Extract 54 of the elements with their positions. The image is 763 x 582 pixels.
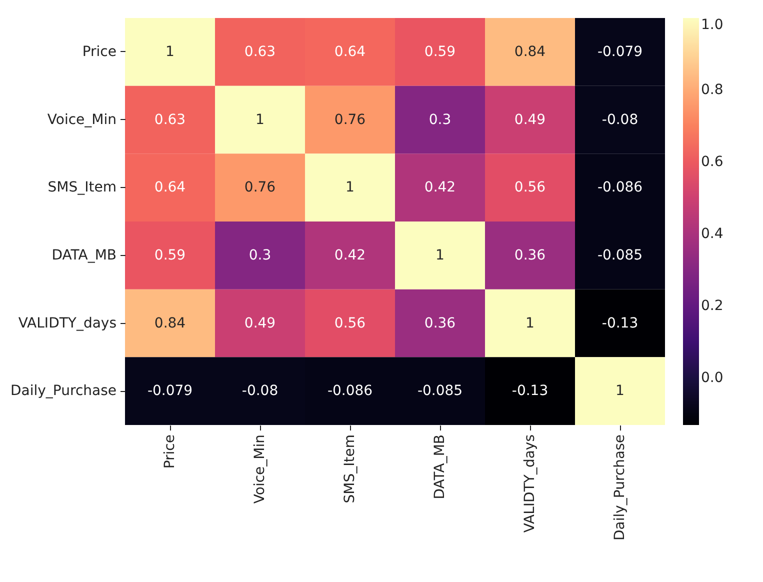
x-tick-label: Price (162, 434, 178, 469)
x-tick-label: Voice_Min (252, 434, 268, 504)
data-label: -0.13 (512, 383, 548, 400)
color-bar-label: 0.0 (701, 370, 724, 386)
data-label: 1 (346, 180, 354, 196)
data-label: 0.84 (154, 315, 186, 332)
data-label: 0.42 (424, 180, 456, 196)
data-label: 0.64 (334, 44, 366, 60)
data-label: -0.079 (597, 44, 643, 60)
data-label: 0.49 (514, 112, 546, 128)
color-bar-label: 0.4 (701, 226, 724, 242)
color-bar-label: 0.8 (701, 82, 724, 98)
data-label: 0.64 (154, 180, 186, 196)
color-bar-label: 1.0 (701, 17, 724, 33)
data-label: 0.56 (514, 180, 546, 196)
y-tick-label: Price (82, 44, 116, 60)
data-label: -0.079 (147, 383, 193, 400)
data-label: 0.56 (334, 315, 366, 332)
data-label: -0.13 (602, 315, 638, 332)
data-label: 1 (616, 383, 624, 400)
data-label: -0.085 (597, 247, 643, 264)
y-tick-label: SMS_Item (48, 180, 116, 196)
data-label: -0.08 (602, 112, 638, 128)
y-tick-label: Daily_Purchase (10, 383, 116, 400)
data-label: 0.42 (334, 247, 366, 264)
data-label: 0.84 (514, 44, 546, 60)
data-label: -0.086 (597, 180, 643, 196)
y-tick-label: VALIDTY_days (18, 315, 116, 332)
data-label: 0.59 (424, 44, 456, 60)
data-label: -0.085 (417, 383, 463, 400)
y-tick-label: DATA_MB (52, 247, 116, 264)
data-label: 1 (166, 44, 174, 60)
data-label: 0.3 (248, 247, 272, 264)
data-label: -0.086 (327, 383, 373, 400)
y-tick-label: Voice_Min (47, 112, 116, 128)
data-label: 0.3 (428, 112, 452, 128)
x-tick-label: SMS_Item (342, 434, 358, 504)
x-tick-label: VALIDTY_days (522, 434, 538, 533)
color-bar-label: 0.2 (701, 298, 724, 314)
data-label: 1 (436, 247, 444, 264)
data-label: 0.36 (424, 315, 456, 332)
color-bar-label: 0.6 (701, 154, 724, 170)
data-label: 0.36 (514, 247, 546, 264)
data-label: 0.76 (244, 180, 276, 196)
data-label: 1 (256, 112, 264, 128)
data-label: 0.63 (244, 44, 276, 60)
data-label: 0.63 (154, 112, 186, 128)
data-label: -0.08 (242, 383, 278, 400)
x-tick-label: DATA_MB (432, 434, 448, 500)
data-label: 0.59 (154, 247, 186, 264)
data-label: 0.76 (334, 112, 366, 128)
data-label: 0.49 (244, 315, 276, 332)
x-tick-label: Daily_Purchase (612, 434, 628, 540)
data-label: 1 (526, 315, 534, 332)
